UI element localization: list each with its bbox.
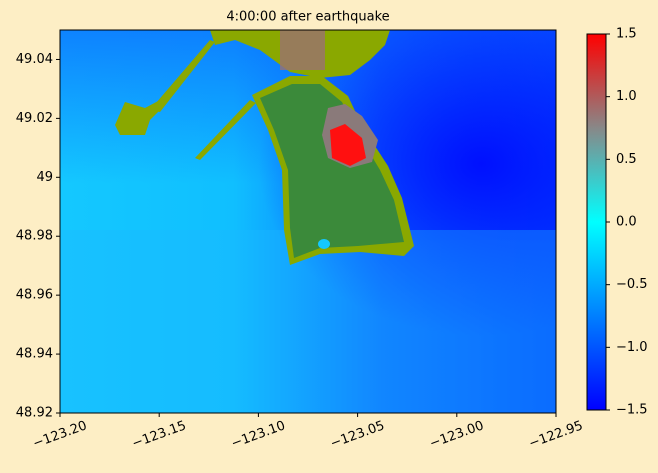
colorbar-tick-label: −1.5: [616, 403, 648, 418]
y-tick-label: 48.98: [16, 229, 53, 244]
y-tick-label: 49.02: [16, 111, 53, 126]
colorbar-tick-label: −1.0: [616, 340, 648, 355]
y-tick-label: 48.94: [16, 347, 53, 362]
y-tick-label: 48.96: [16, 288, 53, 303]
map-image: [60, 30, 556, 413]
colorbar: [586, 33, 607, 411]
y-tick-label: 49: [36, 170, 53, 185]
chart-title: 4:00:00 after earthquake: [226, 10, 389, 25]
y-tick-label: 49.04: [16, 52, 53, 67]
colorbar-tick-label: −0.5: [616, 277, 648, 292]
y-tick-label: 48.92: [16, 406, 53, 421]
colorbar-tick-label: 1.5: [616, 27, 637, 42]
colorbar-tick-label: 0.0: [616, 215, 637, 230]
x-tick-label: −123.00: [428, 418, 486, 451]
plot-frame: [59, 29, 557, 414]
x-tick-label: −123.15: [130, 418, 188, 451]
x-tick-label: −123.20: [31, 418, 89, 451]
x-tick-label: −123.05: [329, 418, 387, 451]
colorbar-tick-label: 0.5: [616, 152, 637, 167]
colorbar-tick-label: 1.0: [616, 89, 637, 104]
x-tick-label: −123.10: [229, 418, 287, 451]
x-tick-label: −122.95: [527, 418, 585, 451]
